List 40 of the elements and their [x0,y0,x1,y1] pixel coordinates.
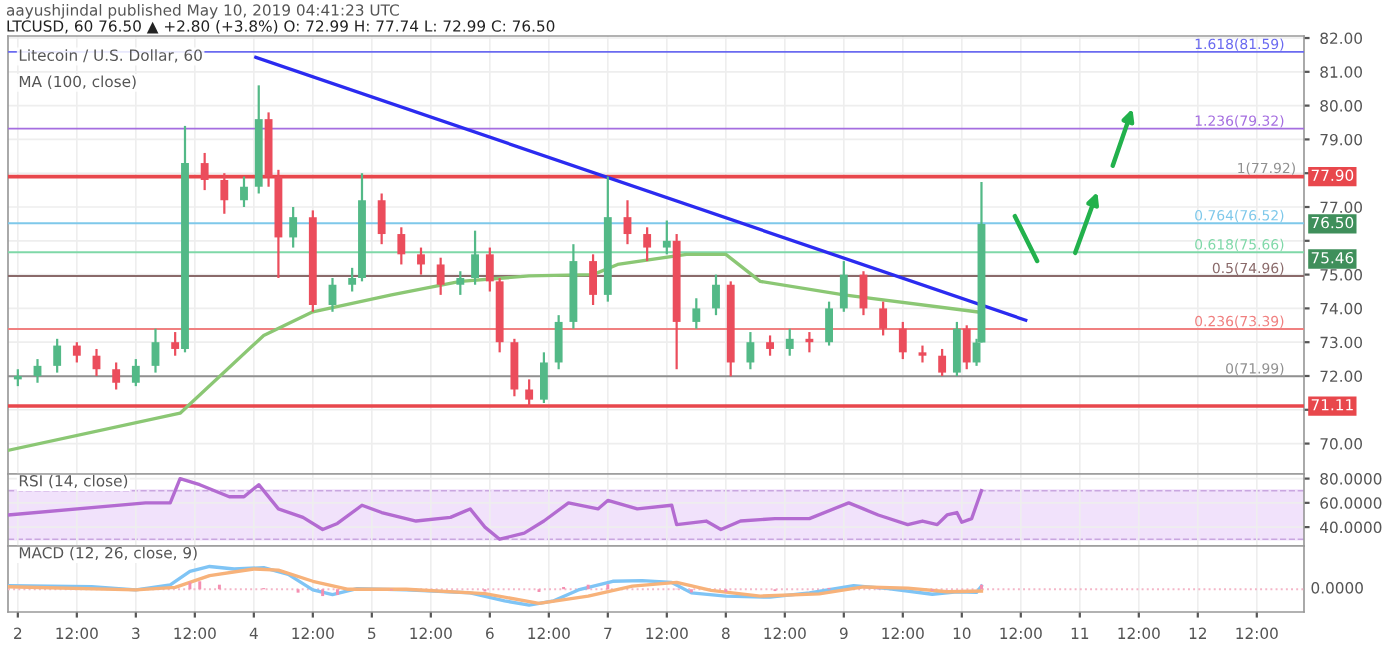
candlestick [131,357,140,388]
candlestick [397,226,406,266]
candlestick [962,324,971,371]
candlestick [471,229,479,286]
candlestick [825,300,833,347]
candlestick [240,175,248,209]
candlestick [643,226,652,263]
candlestick [938,347,947,378]
candlestick [53,337,62,374]
candlestick [898,320,907,361]
line-series [8,252,979,453]
candlestick [918,344,927,364]
candlestick [456,270,465,296]
candlestick [485,246,494,293]
candlestick [539,351,548,405]
candlestick [525,378,534,408]
candlestick [289,205,298,249]
candlestick [348,266,357,293]
line-series [8,476,984,541]
candlestick [589,253,597,307]
candlestick [436,256,445,296]
candlestick [952,320,961,378]
candlestick [220,172,229,215]
candlestick [510,337,519,398]
candlestick [171,330,180,357]
candlestick [766,334,774,357]
candlestick [200,151,209,192]
candlestick [785,327,794,357]
candlestick [417,246,425,276]
candlestick [151,327,160,374]
candlestick [72,341,81,364]
candlestick [554,314,563,371]
candlestick [879,300,888,337]
candlestick [662,219,671,256]
candlestick [692,297,701,330]
candlestick [377,192,386,246]
candlestick [112,361,121,391]
candlestick [746,330,755,371]
candlestick [712,273,720,317]
candlestick [839,259,848,313]
